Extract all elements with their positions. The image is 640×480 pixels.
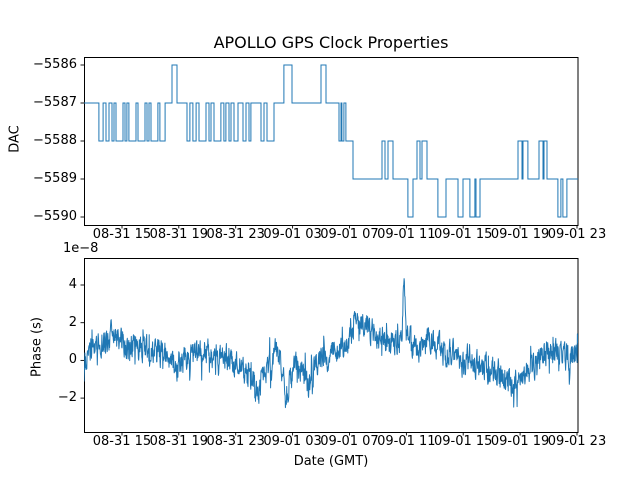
dac-x-tick-label: 08-31 19 (149, 227, 209, 242)
dac-x-tick-label: 09-01 23 (547, 227, 607, 242)
y-axis-offset-text: 1e−8 (63, 241, 99, 256)
phase-x-tick-label: 09-01 03 (263, 434, 322, 449)
phase-y-axis-label: Phase (s) (29, 317, 45, 377)
phase-y-tick-label: −2 (57, 390, 77, 406)
dac-x-tick-label: 09-01 19 (490, 227, 550, 242)
dac-y-tick-label: −5587 (33, 94, 77, 110)
phase-x-tick-label: 09-01 19 (490, 434, 550, 449)
phase-x-tick-label: 09-01 15 (434, 434, 493, 449)
dac-axes-frame (84, 57, 579, 226)
phase-x-tick-label: 09-01 23 (547, 434, 607, 449)
phase-noise-line (84, 278, 578, 409)
dac-y-tick-label: −5590 (33, 209, 77, 225)
x-axis-label: Date (GMT) (293, 454, 369, 469)
dac-x-tick-label: 09-01 07 (320, 227, 379, 242)
dac-y-tick-label: −5588 (33, 133, 77, 148)
phase-axes-frame (84, 258, 579, 433)
dac-x-tick-label: 09-01 03 (263, 227, 322, 242)
dac-y-tick-label: −5589 (33, 171, 77, 186)
phase-y-tick-label: 4 (68, 276, 77, 292)
dac-y-axis-label: DAC (7, 125, 23, 153)
phase-x-tick-label: 09-01 11 (377, 434, 436, 449)
figure-title: APOLLO GPS Clock Properties (213, 33, 449, 52)
phase-y-tick-label: 0 (68, 352, 77, 368)
phase-x-tick-label: 08-31 19 (149, 434, 209, 449)
dac-step-line (84, 64, 578, 218)
dac-x-tick-label: 08-31 15 (92, 227, 152, 242)
phase-x-tick-label: 09-01 07 (320, 434, 379, 449)
dac-y-tick-label: −5586 (33, 56, 77, 72)
phase-y-tick-label: 2 (68, 314, 77, 330)
phase-x-tick-label: 08-31 15 (92, 434, 152, 449)
phase-x-tick-label: 08-31 23 (206, 434, 265, 449)
dac-x-tick-label: 08-31 23 (206, 227, 265, 242)
dac-x-tick-label: 09-01 11 (377, 227, 436, 242)
dac-x-tick-label: 09-01 15 (434, 227, 493, 242)
